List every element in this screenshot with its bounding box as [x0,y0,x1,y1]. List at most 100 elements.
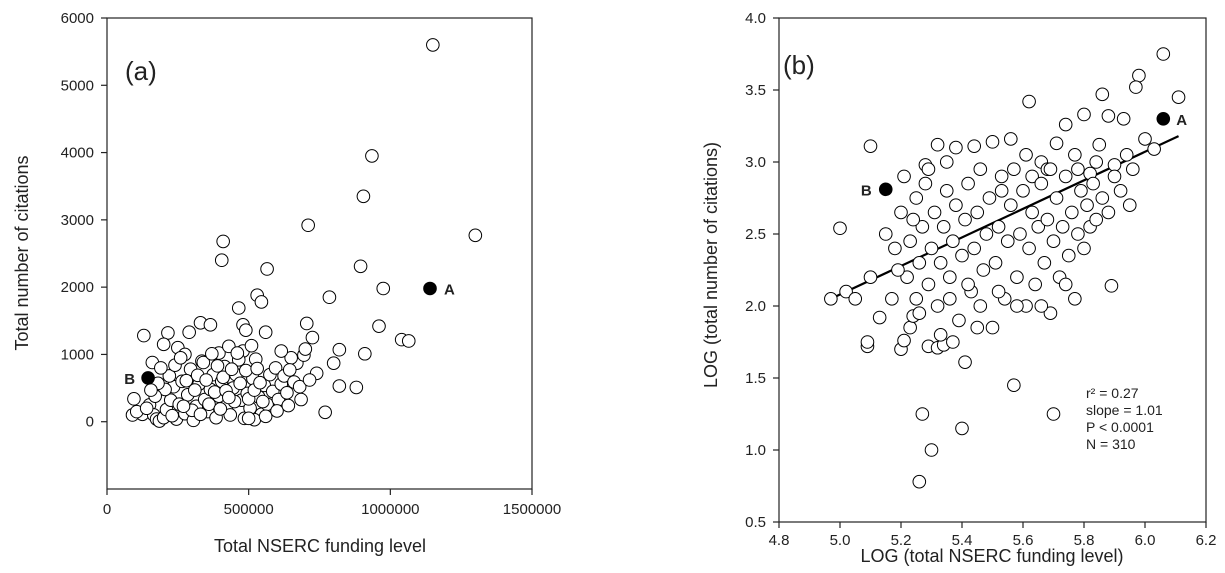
data-point [1025,169,1039,184]
y-tick-label: 2000 [61,279,94,296]
data-point [302,373,317,387]
data-point [1077,241,1091,256]
data-point [1058,117,1073,132]
y-tick-label: 4000 [61,145,94,162]
data-point [924,443,939,457]
data-point [927,205,942,220]
data-point [918,176,933,191]
data-point [1092,137,1107,152]
data-point [863,270,878,285]
data-point [250,361,264,376]
y-tick-label: 3000 [61,212,94,229]
data-point [281,398,296,413]
data-point [1068,148,1082,162]
data-point [1071,162,1085,176]
data-point [1119,148,1134,162]
data-point [207,385,222,399]
data-point [332,379,347,393]
data-point [298,342,313,356]
data-point [1156,47,1171,61]
data-point [244,338,259,353]
data-point [930,137,945,152]
data-point [979,227,994,241]
data-point [1104,279,1119,293]
data-point [912,256,927,270]
point-label: B [124,371,135,388]
data-point [1000,234,1015,248]
highlighted-data-point [878,182,893,197]
data-point [903,320,917,335]
data-point [824,292,838,306]
data-point [1049,191,1064,205]
data-point [222,390,236,405]
x-tick-label: 6.2 [1196,532,1217,549]
data-point [985,135,1000,149]
x-tick-label: 0 [103,501,111,518]
data-point [888,241,902,256]
data-point [1138,132,1152,146]
data-point [991,284,1006,299]
data-point [1010,270,1024,285]
data-point [205,346,219,361]
data-point [943,270,957,285]
data-point [839,284,853,299]
data-point [1046,407,1061,421]
data-point [1095,87,1110,102]
x-tick-label: 5.8 [1074,532,1095,549]
data-point [137,328,151,343]
y-axis-title: Total number of citations [12,155,32,350]
data-point [280,385,294,400]
highlighted-data-point [423,281,437,296]
y-axis-title: LOG (total number of citations) [701,142,721,388]
data-point [1010,299,1024,313]
data-point [930,299,945,313]
data-point [933,328,948,342]
data-point [946,335,960,349]
data-point [299,316,314,331]
data-point [1171,90,1186,104]
data-point [863,139,878,153]
data-point [210,359,225,373]
stats-line: P < 0.0001 [1086,419,1154,435]
data-point [1089,155,1103,169]
data-point [1025,205,1039,220]
data-point [1107,158,1122,172]
data-point [900,270,914,285]
data-point [1089,212,1103,227]
y-tick-label: 6000 [61,10,94,27]
data-point [332,342,347,357]
data-point [936,220,951,234]
data-point [955,248,969,263]
x-tick-label: 4.8 [769,532,790,549]
point-label: A [444,281,455,298]
data-point [943,292,957,306]
data-point [994,169,1009,184]
data-point [182,325,196,340]
data-point [165,408,179,423]
data-point [1080,198,1094,212]
data-point [156,337,171,352]
data-point [193,407,208,422]
data-point [915,220,930,234]
data-point [376,281,391,296]
y-tick-label: 3.0 [745,154,766,171]
data-point [897,169,911,184]
y-tick-label: 0.5 [745,514,766,531]
data-point [961,277,975,292]
data-point [139,401,154,416]
data-point [231,301,246,315]
highlighted-data-point [141,371,155,385]
data-point [372,319,386,333]
data-point [1129,80,1143,94]
data-point [203,318,218,332]
data-point [358,346,372,361]
data-point [1055,220,1070,234]
data-point [322,290,337,305]
data-point [1077,107,1091,122]
data-point [223,408,238,422]
data-point [1046,234,1061,248]
data-point [270,404,284,418]
x-axis-title: Total NSERC funding level [214,536,426,556]
data-point [127,392,141,406]
